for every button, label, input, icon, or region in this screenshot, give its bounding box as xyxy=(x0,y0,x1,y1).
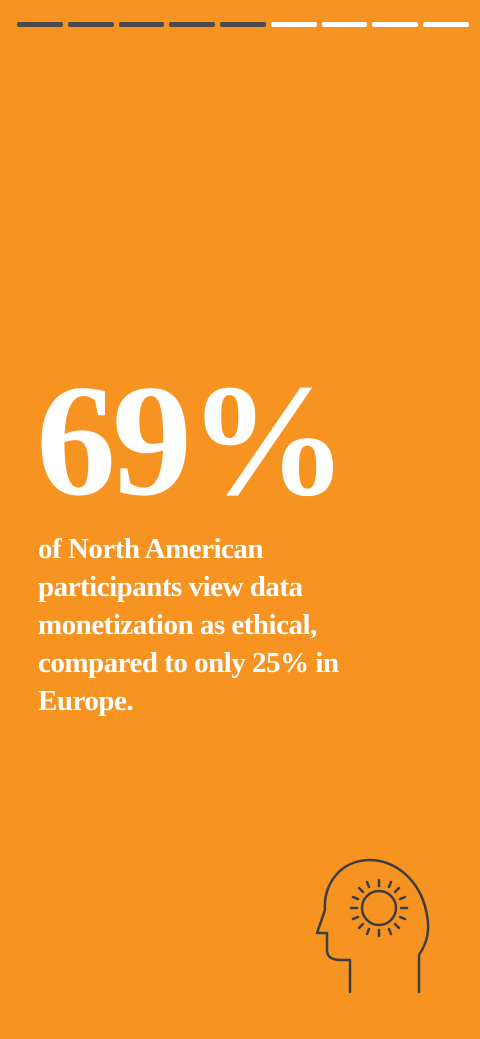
headline-stat: 69% xyxy=(36,351,348,529)
progress-segment-todo xyxy=(423,22,470,27)
progress-segment-done xyxy=(17,22,63,27)
body-text: of North American participants view data m… xyxy=(38,530,339,720)
progress-segment-todo xyxy=(270,22,317,27)
progress-bar xyxy=(17,22,470,28)
progress-segment-todo xyxy=(321,22,368,27)
body-line: participants view data xyxy=(38,571,303,603)
progress-segment-done xyxy=(220,22,266,27)
head-idea-icon xyxy=(315,858,430,994)
body-line: compared to only 25% in xyxy=(38,647,339,679)
body-line: of North American xyxy=(38,533,264,565)
body-line: Europe. xyxy=(38,685,134,717)
progress-segment-done xyxy=(118,22,165,27)
body-line: monetization as ethical, xyxy=(38,609,317,641)
progress-segment-todo xyxy=(372,22,419,27)
progress-segment-done xyxy=(67,22,114,27)
progress-segment-done xyxy=(169,22,216,27)
